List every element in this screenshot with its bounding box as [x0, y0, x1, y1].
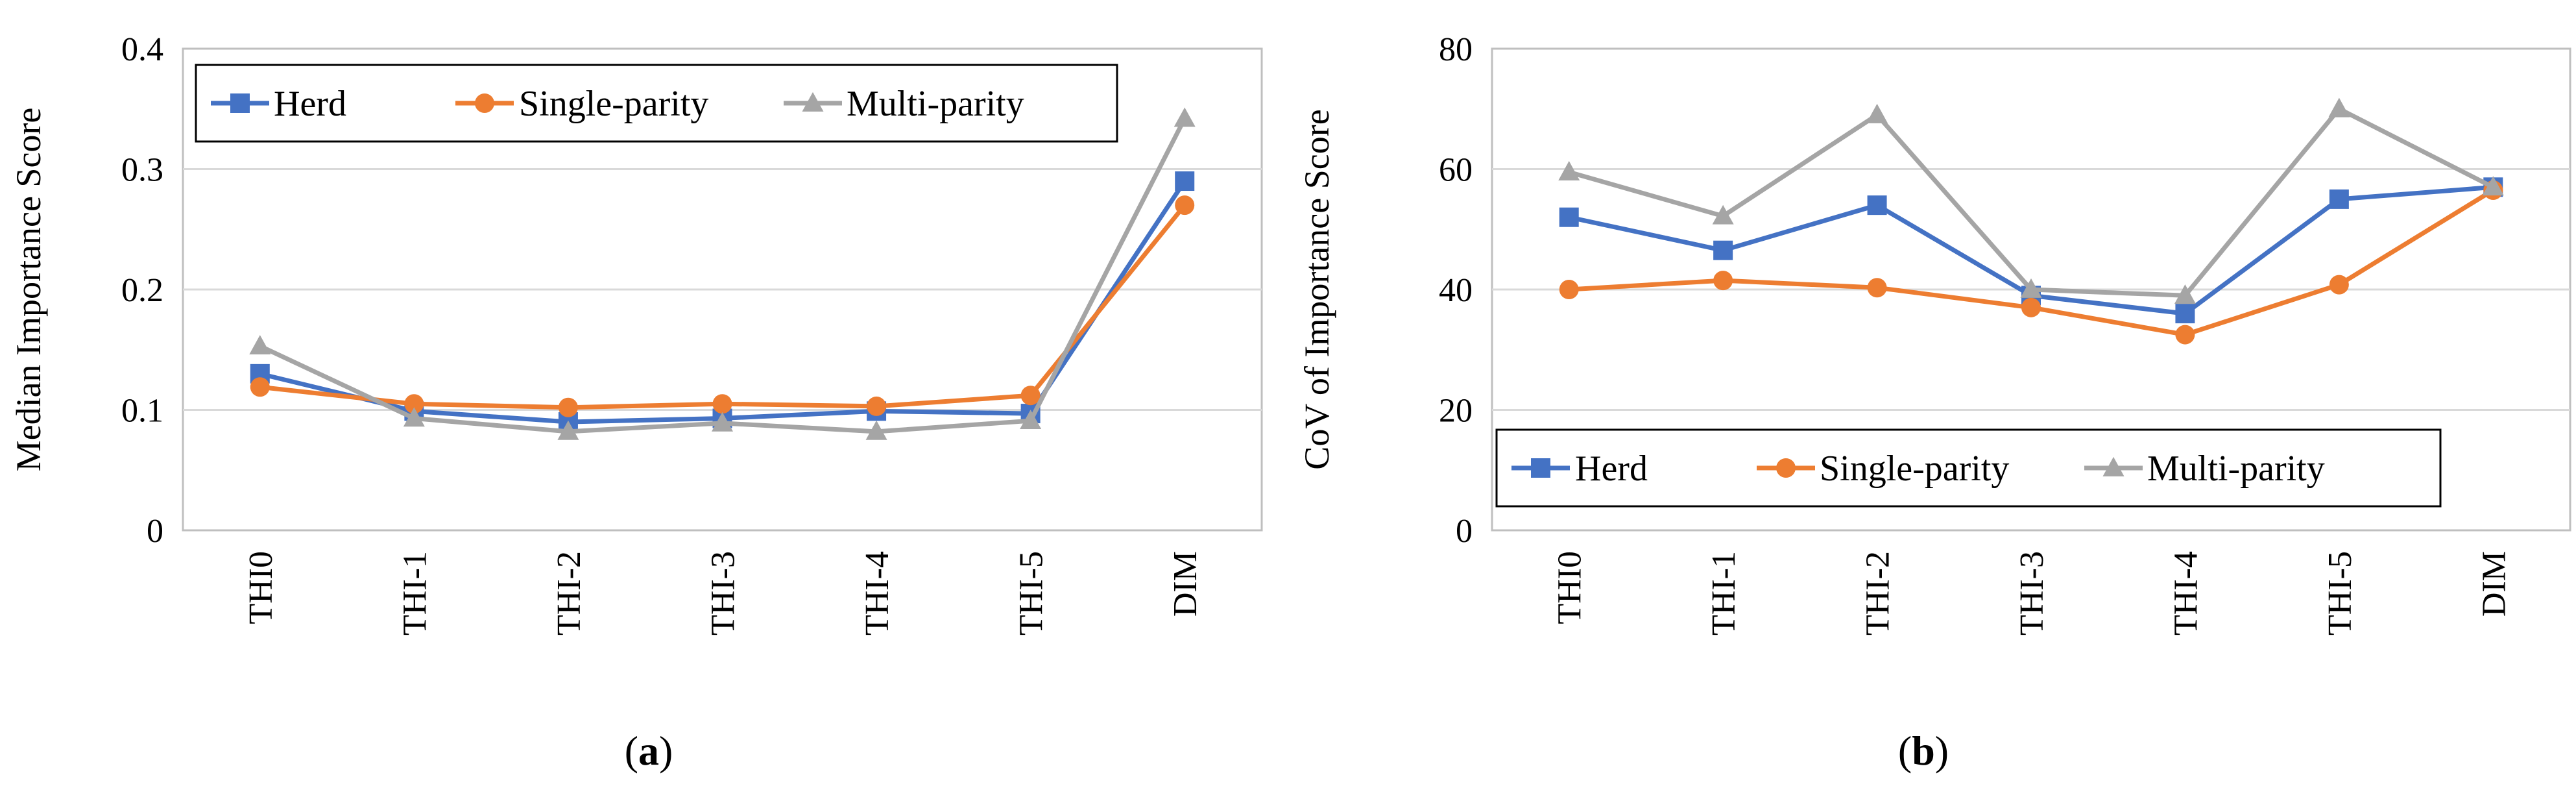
chart-a-series-line: [258, 116, 1187, 434]
chart-b-x-tick-label: THI0: [1552, 551, 1589, 624]
chart-b-legend-marker: [1531, 458, 1550, 478]
chart-a-legend-marker: [475, 93, 494, 113]
chart-b-series-multi-parity: [1558, 97, 2504, 304]
chart-b-series-single-parity: [1559, 180, 2503, 345]
chart-b-y-tick-label: 20: [1439, 393, 1473, 430]
chart-b-data-point: [2482, 176, 2504, 196]
chart-b-series-line: [1567, 106, 2496, 298]
chart-a-series-multi-parity: [249, 107, 1196, 440]
chart-a-y-tick-label: 0.1: [121, 393, 163, 430]
chart-b-legend-label: Herd: [1575, 449, 1648, 489]
chart-b-x-tick-label: THI-3: [2014, 551, 2051, 635]
chart-a-caption-open: (: [625, 728, 638, 774]
chart-b-x-tick-label: DIM: [2475, 551, 2512, 617]
chart-a-data-point: [557, 420, 579, 440]
chart-a-data-point: [867, 396, 887, 416]
chart-b-data-point: [1559, 280, 1579, 299]
chart-b-data-point: [1867, 195, 1887, 215]
chart-b-data-point: [2175, 304, 2195, 324]
chart-b-data-point: [2020, 278, 2042, 298]
chart-a-legend-marker: [230, 93, 250, 113]
chart-a-data-point: [712, 394, 732, 414]
chart-b-data-point: [1867, 278, 1887, 298]
chart-a-legend: Herd Single-parity Multi-parity: [195, 64, 1118, 143]
chart-b-data-point: [2021, 297, 2041, 317]
chart-a-y-tick-label: 0.4: [121, 31, 163, 68]
chart-a: 0 0.1 0.2 0.3 0.4 THI0 THI-1 THI-2 THI-3 THI-4 THI…: [9, 31, 1263, 774]
chart-a-x-tick-label: THI-1: [396, 551, 433, 635]
chart-b-data-point: [2328, 97, 2350, 117]
chart-a-x-tick-label: THI-3: [705, 551, 742, 635]
chart-b-data-point: [2175, 325, 2195, 345]
chart-a-data-point: [1020, 410, 1042, 430]
chart-a-data-point: [712, 412, 733, 432]
chart-b-data-point: [1713, 240, 1733, 260]
chart-b-data-point: [1559, 207, 1579, 227]
chart-b-x-tick-label: THI-1: [1705, 551, 1742, 635]
chart-a-series-single-parity: [250, 195, 1195, 417]
chart-a-caption-close: ): [659, 728, 673, 774]
chart-b-caption-letter: b: [1912, 728, 1935, 774]
chart-b-y-tick-label: 0: [1456, 513, 1473, 550]
chart-b-data-point: [1712, 204, 1734, 225]
chart-b-caption-close: ): [1935, 728, 1949, 774]
chart-b-caption: (b): [1898, 728, 1949, 774]
chart-a-caption-letter: a: [638, 728, 659, 774]
chart-a-x-tick-label: THI-2: [551, 551, 588, 635]
chart-a-series-line: [258, 203, 1187, 410]
chart-b-x-tick-label: THI-2: [1860, 551, 1897, 635]
chart-a-data-point: [1020, 386, 1041, 406]
chart-b-legend: Herd Single-parity Multi-parity: [1495, 428, 2442, 508]
chart-b-caption-open: (: [1898, 728, 1912, 774]
chart-b-y-tick-label: 80: [1439, 31, 1473, 68]
chart-b-y-axis-title: CoV of Importance Score: [1297, 109, 1336, 469]
chart-a-x-tick-label: THI-4: [859, 551, 896, 635]
chart-a-legend-label: Multi-parity: [847, 84, 1024, 124]
chart-a-x-tick-label: THI0: [243, 551, 280, 624]
chart-a-y-tick-label: 0.2: [121, 272, 163, 309]
chart-b-y-tick-label: 40: [1439, 272, 1473, 309]
chart-a-data-point: [403, 407, 425, 427]
chart-b-y-tick-label: 60: [1439, 152, 1473, 189]
chart-a-series-herd: [250, 171, 1195, 432]
chart-a-data-point: [1175, 195, 1195, 215]
chart-a-data-point: [249, 335, 271, 355]
chart-a-legend-label: Single-parity: [519, 84, 708, 124]
chart-a-data-point: [558, 397, 578, 417]
chart-a-x-tick-label: DIM: [1167, 551, 1204, 617]
chart-b-data-point: [1866, 103, 1888, 123]
chart-b-data-point: [2174, 284, 2196, 304]
chart-a-data-point: [1175, 171, 1195, 191]
chart-a-legend-marker: [802, 92, 824, 112]
chart-b-data-point: [1558, 161, 1580, 180]
chart-b-data-point: [2329, 275, 2349, 295]
chart-a-data-point: [250, 377, 270, 397]
chart-b-legend-label: Single-parity: [1820, 449, 2009, 489]
chart-b-legend-box: [1495, 428, 2442, 508]
chart-b-legend-label: Multi-parity: [2147, 449, 2325, 489]
chart-a-x-tick-label: THI-5: [1013, 551, 1050, 635]
chart-a-data-point: [1174, 107, 1196, 127]
chart-b: 0 20 40 60 80 THI0 THI-1 THI-2 THI-3 THI-4 THI-5 DI…: [1297, 31, 2571, 774]
chart-a-caption: (a): [625, 728, 673, 774]
chart-a-y-axis-title: Median Importance Score: [9, 108, 48, 472]
chart-b-legend-marker: [2102, 456, 2125, 476]
chart-b-x-tick-label: THI-4: [2167, 551, 2204, 635]
chart-a-legend-label: Herd: [274, 84, 346, 124]
chart-a-data-point: [404, 394, 424, 414]
chart-a-y-tick-label: 0.3: [121, 152, 163, 189]
chart-b-data-point: [2329, 189, 2349, 209]
chart-a-legend-box: [195, 64, 1118, 143]
chart-b-x-tick-label: THI-5: [2322, 551, 2359, 635]
chart-a-data-point: [865, 420, 887, 440]
chart-b-data-point: [1713, 271, 1733, 291]
chart-b-legend-marker: [1776, 458, 1796, 478]
chart-a-y-tick-label: 0: [147, 513, 163, 550]
